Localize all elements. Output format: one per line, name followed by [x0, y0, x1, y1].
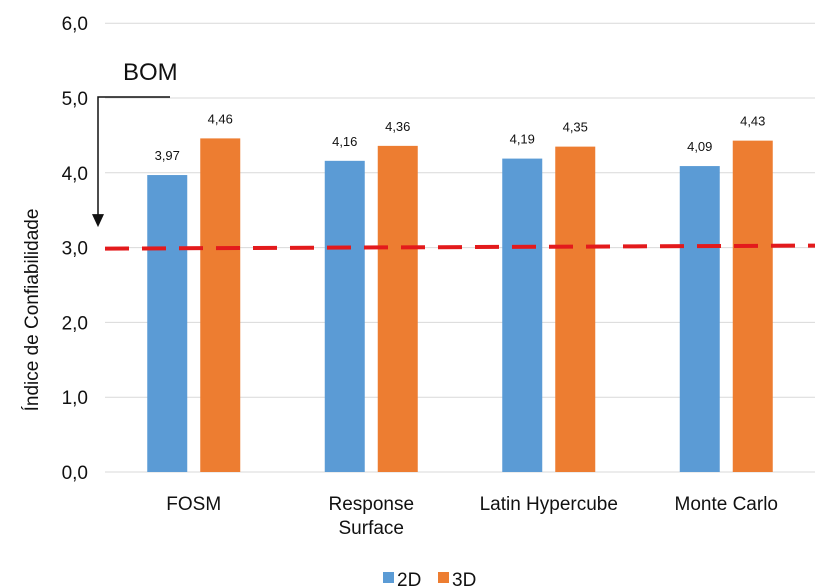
data-label: 4,09	[687, 139, 712, 154]
bar-2d	[679, 166, 720, 472]
data-label: 3,97	[155, 148, 180, 163]
threshold-line	[104, 243, 816, 251]
y-axis-ticks: 0,0 1,0 2,0 3,0 4,0 5,0 6,0	[62, 14, 88, 484]
data-label: 4,46	[208, 111, 233, 126]
data-labels: 3,97 4,46 4,16 4,36 4,19 4,35 4,09 4,43	[155, 111, 766, 163]
data-label: 4,35	[563, 120, 588, 135]
y-tick-label: 0,0	[62, 463, 88, 484]
legend-label: 2D	[397, 570, 421, 587]
y-tick-label: 6,0	[62, 14, 88, 35]
data-label: 4,36	[385, 119, 410, 134]
bom-annotation: BOM	[92, 59, 178, 228]
data-label: 4,16	[332, 134, 357, 149]
legend-label: 3D	[452, 570, 476, 587]
bom-label: BOM	[123, 59, 178, 86]
legend-swatch	[438, 572, 449, 583]
legend-swatch	[383, 572, 394, 583]
x-category-label: Monte Carlo	[675, 494, 779, 515]
bar-2d	[147, 175, 188, 472]
bar-3d	[200, 138, 241, 472]
y-tick-label: 1,0	[62, 388, 88, 409]
bar-2d	[502, 158, 543, 472]
y-tick-label: 3,0	[62, 239, 88, 260]
bar-3d	[377, 145, 418, 472]
data-label: 4,43	[740, 114, 765, 129]
bom-arrow	[97, 96, 170, 216]
bom-arrow-head-icon	[92, 214, 104, 228]
bar-3d	[732, 140, 773, 473]
y-tick-label: 2,0	[62, 313, 88, 334]
x-axis-categories: FOSM Response Surface Latin Hypercube Monte …	[166, 494, 778, 539]
bar-3d	[555, 146, 596, 472]
data-label: 4,19	[510, 132, 535, 147]
y-axis-label: Índice de Confiabilidade	[22, 209, 43, 412]
bars	[147, 138, 773, 473]
y-tick-label: 5,0	[62, 89, 88, 110]
x-category-label: Response	[328, 494, 414, 515]
x-category-label: Latin Hypercube	[480, 494, 618, 515]
legend: 2D 3D	[383, 570, 476, 587]
x-category-label: Surface	[339, 518, 404, 539]
x-category-label: FOSM	[166, 494, 221, 515]
y-tick-label: 4,0	[62, 164, 88, 185]
bar-2d	[324, 160, 365, 472]
